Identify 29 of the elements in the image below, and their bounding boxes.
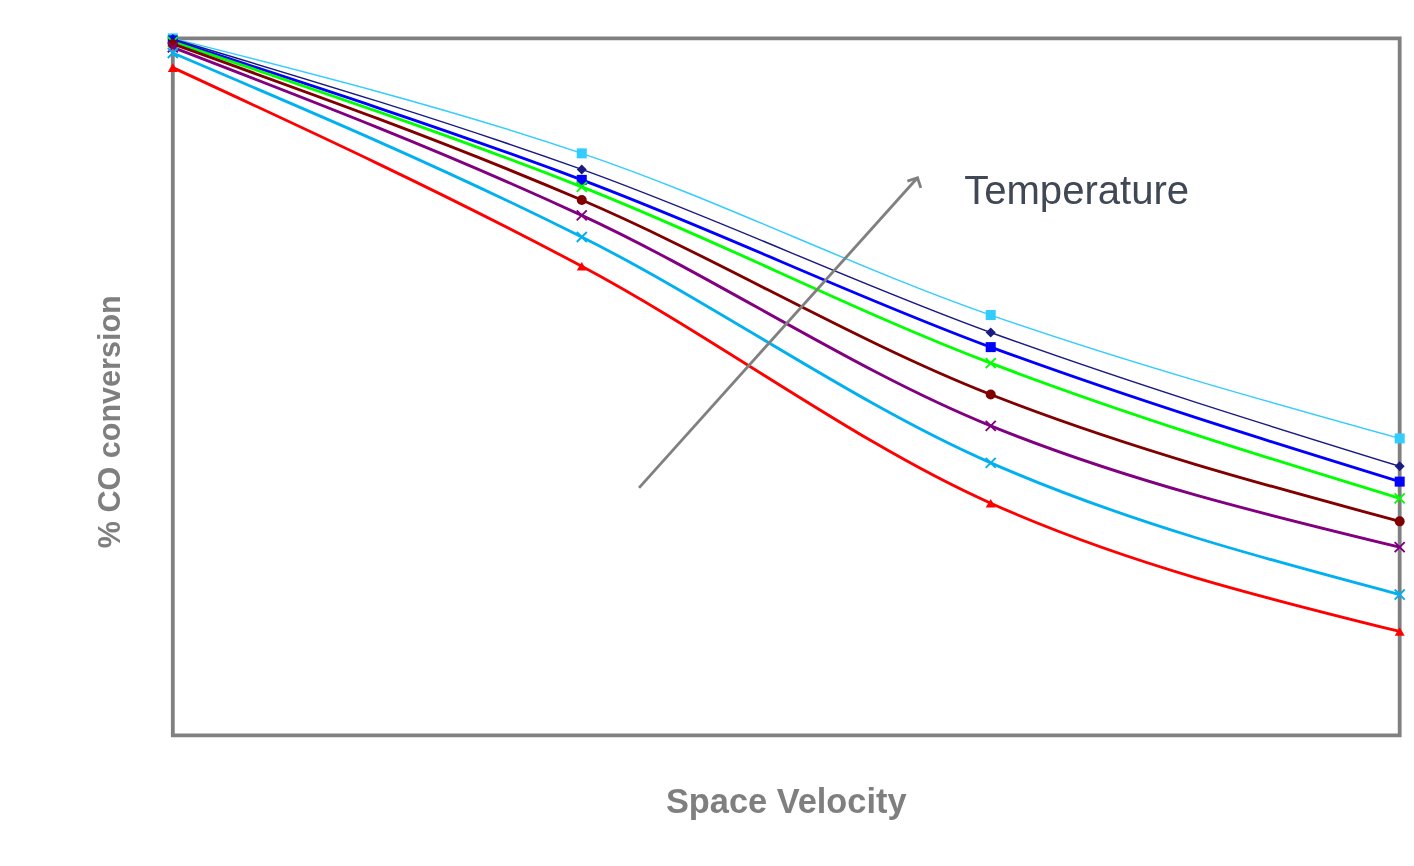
point: [1393, 492, 1406, 505]
point: [575, 209, 588, 222]
point: [1393, 588, 1406, 601]
point: [984, 456, 997, 469]
point: [985, 310, 996, 321]
point: [1394, 516, 1405, 527]
point: [167, 63, 178, 72]
point: [576, 164, 587, 175]
point: [576, 261, 587, 271]
point: [575, 231, 588, 243]
point: [984, 419, 997, 432]
point: [985, 342, 996, 353]
x-axis-title: Space Velocity: [665, 781, 907, 820]
point: [576, 148, 587, 159]
point: [985, 389, 996, 400]
point: [984, 357, 997, 370]
point: [1394, 476, 1405, 487]
point: [575, 180, 588, 193]
point: [985, 498, 996, 508]
point: [1394, 433, 1405, 444]
point: [1393, 541, 1406, 554]
annotation: Temperature: [964, 168, 1190, 213]
point: [166, 47, 179, 59]
point: [1394, 627, 1405, 636]
point: [166, 41, 179, 54]
point: [1394, 461, 1405, 472]
point: [985, 327, 996, 338]
y-axis-title: % CO conversion: [92, 295, 127, 549]
point: [576, 195, 587, 206]
